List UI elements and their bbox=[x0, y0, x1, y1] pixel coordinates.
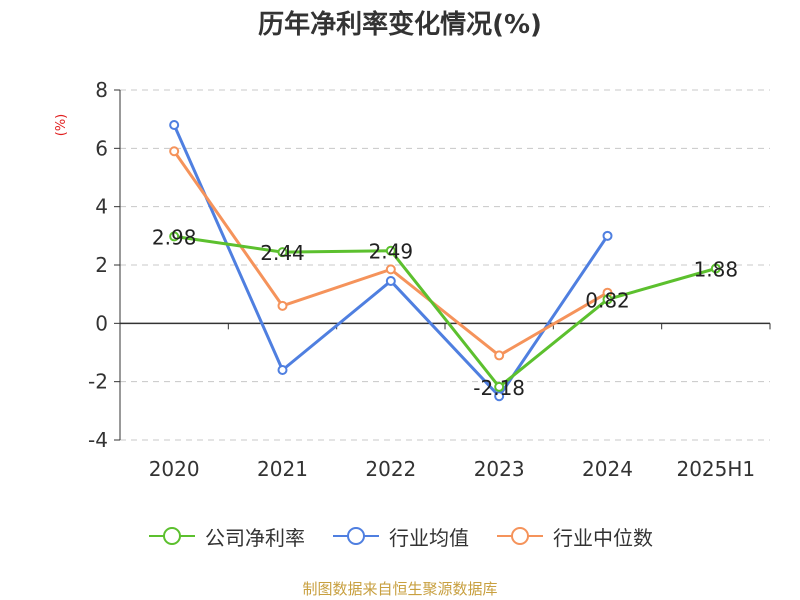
data-point bbox=[385, 264, 396, 275]
y-tick-label: -4 bbox=[88, 428, 108, 452]
line-chart: 8 6 4 2 0 -2 -4 2020 2021 2022 2023 2024 2025H1 2.98… bbox=[88, 78, 771, 481]
x-tick-label: 2020 bbox=[149, 457, 200, 481]
data-point bbox=[602, 294, 613, 305]
legend-item-company[interactable]: 公司净利率 bbox=[147, 522, 305, 551]
legend-line-marker-icon bbox=[497, 527, 543, 545]
x-tick-label: 2024 bbox=[582, 457, 633, 481]
series-line bbox=[173, 234, 717, 389]
data-label: 0.82 bbox=[585, 288, 630, 312]
data-point bbox=[602, 230, 613, 241]
data-point bbox=[710, 263, 721, 274]
data-point bbox=[277, 300, 288, 311]
data-point bbox=[277, 247, 288, 258]
data-label: 2.98 bbox=[152, 225, 197, 249]
y-tick-label: 8 bbox=[95, 78, 108, 102]
legend-item-industry-mean[interactable]: 行业均值 bbox=[331, 522, 469, 551]
data-point bbox=[494, 391, 505, 402]
y-tick-label: 2 bbox=[95, 253, 108, 277]
data-point bbox=[169, 146, 180, 157]
data-point bbox=[169, 120, 180, 130]
x-tick-label: 2022 bbox=[365, 457, 416, 481]
data-point bbox=[494, 350, 505, 361]
data-label: 2.49 bbox=[369, 240, 414, 264]
y-tick-label: 0 bbox=[95, 311, 108, 335]
chart-title: 历年净利率变化情况(%) bbox=[258, 10, 542, 40]
legend-label: 行业均值 bbox=[389, 525, 469, 550]
data-point bbox=[494, 381, 505, 392]
data-label: 1.88 bbox=[694, 258, 739, 282]
x-tick-label: 2021 bbox=[257, 457, 308, 481]
legend-label: 行业中位数 bbox=[553, 525, 653, 550]
y-tick-label: -2 bbox=[88, 370, 108, 394]
legend-item-industry-median[interactable]: 行业中位数 bbox=[495, 522, 653, 551]
data-point bbox=[385, 245, 396, 256]
y-tick-label: 4 bbox=[95, 195, 108, 219]
legend: 公司净利率 行业均值 行业中位数 bbox=[0, 520, 800, 552]
grid-lines bbox=[120, 89, 770, 441]
series-lines bbox=[169, 120, 721, 402]
data-labels: 2.98 2.44 2.49 -2.18 0.82 1.88 bbox=[152, 225, 738, 399]
data-source-note: 制图数据来自恒生聚源数据库 bbox=[302, 580, 498, 598]
legend-line-marker-icon bbox=[333, 527, 379, 545]
data-point bbox=[385, 276, 396, 287]
legend-label: 公司净利率 bbox=[205, 525, 305, 550]
x-tick-label: 2025H1 bbox=[676, 457, 755, 481]
legend-line-marker-icon bbox=[149, 527, 195, 545]
data-point bbox=[277, 365, 288, 375]
y-tick-label: 6 bbox=[95, 136, 108, 160]
x-tick-label: 2023 bbox=[474, 457, 525, 481]
data-label: -2.18 bbox=[473, 376, 525, 400]
axes: 8 6 4 2 0 -2 -4 2020 2021 2022 2023 2024 2025H1 bbox=[88, 78, 771, 481]
data-label: 2.44 bbox=[260, 241, 305, 265]
data-point bbox=[169, 231, 180, 242]
